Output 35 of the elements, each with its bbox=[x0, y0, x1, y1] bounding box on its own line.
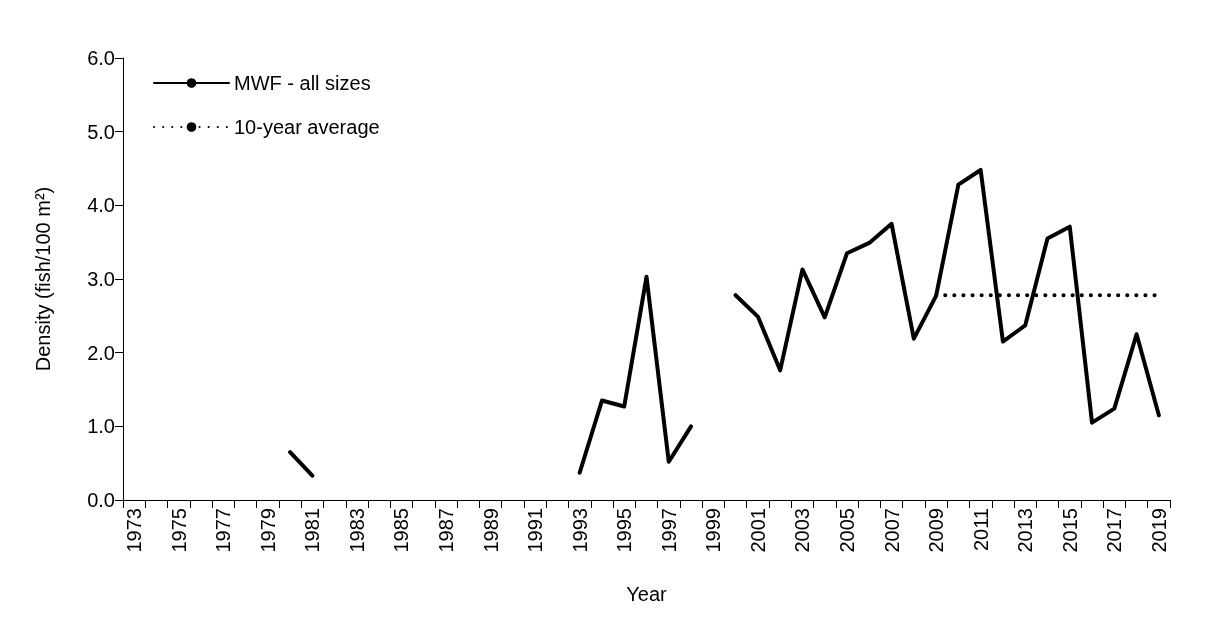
x-axis-title: Year bbox=[626, 583, 668, 605]
x-tick-label: 1993 bbox=[568, 508, 591, 553]
y-tick-label: 2.0 bbox=[87, 341, 115, 364]
y-axis-title: Density (fish/100 m²) bbox=[32, 186, 54, 372]
x-tick-label: 1991 bbox=[524, 508, 547, 553]
x-tick-label: 2019 bbox=[1147, 508, 1170, 553]
x-tick-label: 1979 bbox=[256, 508, 279, 553]
y-tick-label: 6.0 bbox=[87, 47, 115, 69]
legend-label: MWF - all sizes bbox=[234, 72, 371, 94]
x-tick-label: 1983 bbox=[345, 508, 368, 553]
y-tick-label: 0.0 bbox=[87, 489, 115, 511]
y-tick-label: 1.0 bbox=[87, 415, 115, 438]
x-tick-label: 1999 bbox=[702, 508, 725, 553]
x-tick-label: 1995 bbox=[613, 508, 636, 553]
x-tick-label: 2005 bbox=[835, 508, 858, 553]
y-tick-label: 5.0 bbox=[87, 120, 115, 143]
x-tick-label: 1989 bbox=[479, 508, 502, 553]
x-tick-label: 2009 bbox=[925, 508, 948, 553]
x-tick-label: 1985 bbox=[390, 508, 413, 553]
y-tick-label: 4.0 bbox=[87, 194, 115, 217]
x-tick-label: 1973 bbox=[123, 508, 146, 553]
x-tick-label: 1997 bbox=[657, 508, 680, 553]
x-tick-label: 2015 bbox=[1058, 508, 1081, 553]
x-tick-label: 1987 bbox=[435, 508, 458, 553]
x-tick-label: 2003 bbox=[791, 508, 814, 553]
x-tick-label: 1977 bbox=[212, 508, 235, 553]
x-tick-label: 1981 bbox=[301, 508, 324, 553]
x-tick-label: 2017 bbox=[1103, 508, 1126, 553]
x-tick-label: 2011 bbox=[969, 508, 992, 552]
x-tick-label: 2013 bbox=[1014, 508, 1037, 553]
legend-label: 10-year average bbox=[234, 116, 380, 138]
x-tick-label: 2007 bbox=[880, 508, 903, 553]
x-tick-label: 1975 bbox=[167, 508, 190, 553]
y-tick-label: 3.0 bbox=[87, 268, 115, 290]
x-tick-label: 2001 bbox=[746, 508, 769, 553]
